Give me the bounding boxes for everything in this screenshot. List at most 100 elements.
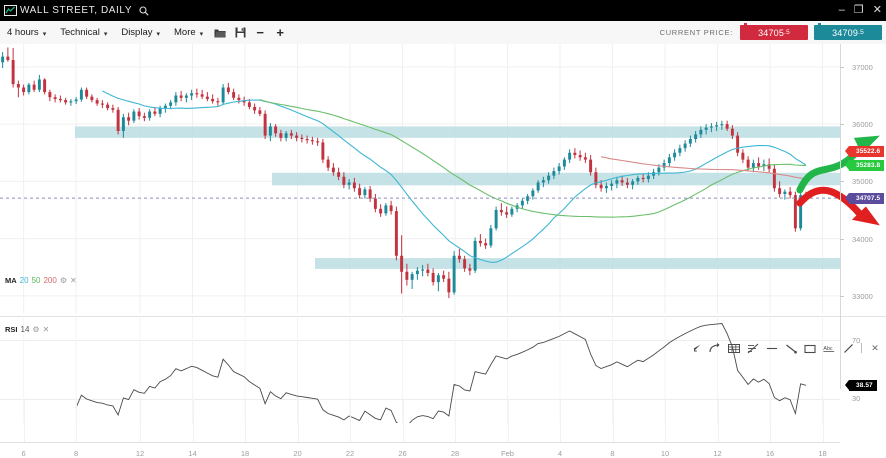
candle-body [725,124,729,129]
ma-period-200: 200 [43,276,57,285]
drawing-toolbar[interactable]: Abc ✕ [690,339,881,357]
candle-body [694,134,698,140]
bid-price-button[interactable]: 34705 .5 [740,23,808,40]
candle-body [552,171,556,176]
candle-body [736,135,740,153]
candle-body [478,240,482,244]
candle-body [79,89,83,100]
ask-price-decimal: .5 [858,29,864,36]
candle-body [326,159,330,168]
candle-body [673,152,677,158]
candle-body [127,117,131,121]
candle-body [547,175,551,181]
trend-line-icon[interactable] [785,341,797,355]
zoom-out-button[interactable]: − [250,21,270,44]
search-icon[interactable] [139,5,149,16]
ma-line-50 [259,99,806,218]
candle-body [389,205,393,212]
diagonal-line-icon[interactable] [842,341,854,355]
support-band-lower [315,258,840,269]
time-axis-gridline [507,398,509,442]
candle-body [715,125,719,127]
rsi-panel[interactable] [0,316,886,423]
rsi-axis-tick: 30 [852,394,861,404]
zoom-in-button[interactable]: + [270,21,290,44]
candle-body [158,108,162,114]
candle-body [363,189,367,196]
candle-body [762,164,766,167]
fibonacci-icon[interactable] [747,341,759,355]
candle-body [431,272,435,283]
candle-body [636,177,640,182]
price-axis-tick: 36000 [852,120,873,130]
close-icon[interactable]: ✕ [871,342,879,353]
open-folder-button[interactable] [210,21,230,44]
curve-icon[interactable] [709,341,721,355]
candle-body [116,109,120,131]
ma-price-tag: 35283.8 [844,159,885,171]
technical-dropdown[interactable]: Technical ▾ [53,21,114,44]
ma-indicator-legend[interactable]: MA 20 50 200 ⚙ ✕ [5,276,77,285]
candle-body [284,133,288,138]
candle-body [316,141,320,143]
candle-body [148,111,152,118]
gear-icon[interactable]: ⚙ [32,325,40,334]
chart-canvas-area[interactable]: MA 20 50 200 ⚙ ✕ RSI 14 ⚙ ✕ [0,44,886,458]
close-button[interactable]: ✕ [872,4,882,16]
candle-body [64,100,68,103]
candle-body [799,195,803,229]
minus-icon: − [256,25,264,40]
gear-icon[interactable]: ⚙ [59,276,68,285]
time-axis-tick: 18 [240,449,250,458]
time-axis-tick: 8 [74,449,79,458]
candle-body [599,184,603,189]
candle-body [457,255,461,260]
candle-body [1,56,5,63]
maximize-button[interactable]: ❐ [853,4,864,16]
candle-body [400,255,404,272]
current-price-panel: CURRENT PRICE: 34705 .5 34709 .5 [660,21,882,44]
candle-body [310,140,314,142]
rectangle-icon[interactable] [804,341,816,355]
candle-body [268,126,272,136]
more-dropdown[interactable]: More ▾ [167,21,210,44]
price-chart-svg[interactable] [0,44,886,313]
close-icon[interactable]: ✕ [70,276,77,285]
close-icon[interactable]: ✕ [42,325,50,334]
candle-body [604,185,608,189]
ask-price-button[interactable]: 34709 .5 [814,23,882,40]
horizontal-line-icon[interactable] [766,341,778,355]
candle-body [53,97,57,99]
time-axis-gridline [560,398,561,442]
cursor-arrow-icon[interactable] [690,341,702,355]
bid-price-value: 34705 [758,27,785,38]
display-dropdown[interactable]: Display ▾ [114,21,167,44]
candle-body [163,105,167,109]
candle-body [667,157,671,164]
ask-tick-marker [818,23,821,27]
candle-body [783,191,787,194]
text-abc-icon[interactable]: Abc [823,341,835,355]
candle-body [662,163,666,168]
candle-body [106,104,110,109]
time-axis-gridline [455,398,456,442]
time-axis-tick: 12 [135,449,145,458]
price-axis-divider [840,44,841,389]
window-controls: – ❐ ✕ [839,0,882,21]
app-logo-chart-line-icon [0,0,20,21]
rsi-chart-svg[interactable] [0,317,886,423]
resistance-band-upper [75,126,840,138]
timeframe-dropdown[interactable]: 4 hours ▾ [0,21,53,44]
candle-body [683,143,687,149]
ma-period-20: 20 [19,276,29,285]
ask-price-value: 34709 [832,27,859,38]
grid-table-icon[interactable] [728,341,740,355]
rsi-indicator-legend[interactable]: RSI 14 ⚙ ✕ [5,325,49,334]
plus-icon: + [276,25,284,40]
save-button[interactable] [230,21,250,44]
candle-body [111,108,115,110]
minimize-button[interactable]: – [838,4,845,16]
candle-body [657,167,661,173]
candle-body [620,180,624,183]
candle-body [709,126,713,128]
